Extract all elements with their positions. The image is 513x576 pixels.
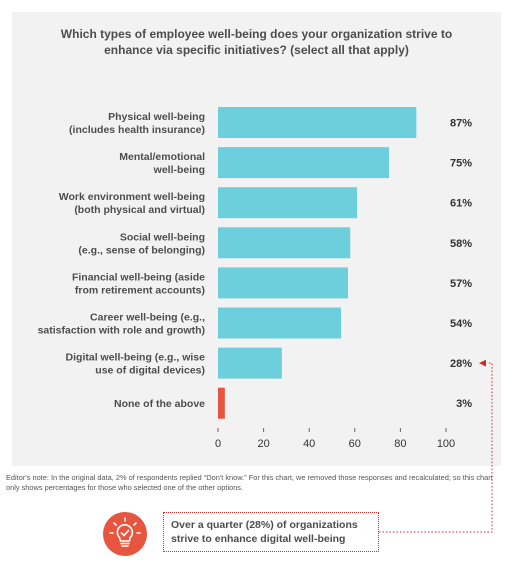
category-label: Physical well-being (includes health insu… xyxy=(69,111,205,136)
bar xyxy=(218,347,282,379)
category-label: Financial well-being (aside from retireme… xyxy=(72,271,205,296)
bar xyxy=(218,147,389,179)
editors-note: Editor's note: In the original data, 2% … xyxy=(6,473,493,492)
x-tick-label: 40 xyxy=(303,438,315,450)
value-label: 75% xyxy=(450,158,472,170)
category-label: Social well-being (e.g., sense of belongi… xyxy=(78,231,205,256)
bar xyxy=(218,187,358,219)
bar xyxy=(218,307,342,339)
category-label: Work environment well-being (both physica… xyxy=(59,191,205,216)
callout-connector xyxy=(379,362,493,533)
bar xyxy=(218,107,417,138)
category-label: None of the above xyxy=(114,398,205,410)
x-tick-label: 20 xyxy=(257,438,269,450)
x-tick-label: 60 xyxy=(349,438,361,450)
bar xyxy=(218,227,351,259)
callout-box: Over a quarter (28%) of organizations st… xyxy=(163,512,379,552)
lightbulb-check-icon xyxy=(103,512,147,556)
x-tick-label: 80 xyxy=(394,438,406,450)
category-label: Mental/emotional well-being xyxy=(119,151,205,176)
arrowhead-icon xyxy=(479,359,486,367)
category-label: Career well-being (e.g., satisfaction wit… xyxy=(38,312,206,337)
bar xyxy=(218,267,348,299)
category-label: Digital well-being (e.g., wise use of dig… xyxy=(66,352,206,377)
value-label: 57% xyxy=(450,278,472,290)
value-label: 58% xyxy=(450,238,472,250)
value-label: 3% xyxy=(456,398,472,410)
value-label: 28% xyxy=(450,358,472,370)
x-tick-label: 0 xyxy=(215,438,221,450)
value-label: 61% xyxy=(450,198,472,210)
x-tick-label: 100 xyxy=(437,438,455,450)
bar xyxy=(218,387,225,419)
value-label: 87% xyxy=(450,118,472,130)
chart-title: Which types of employee well-being does … xyxy=(60,27,453,57)
value-label: 54% xyxy=(450,318,472,330)
